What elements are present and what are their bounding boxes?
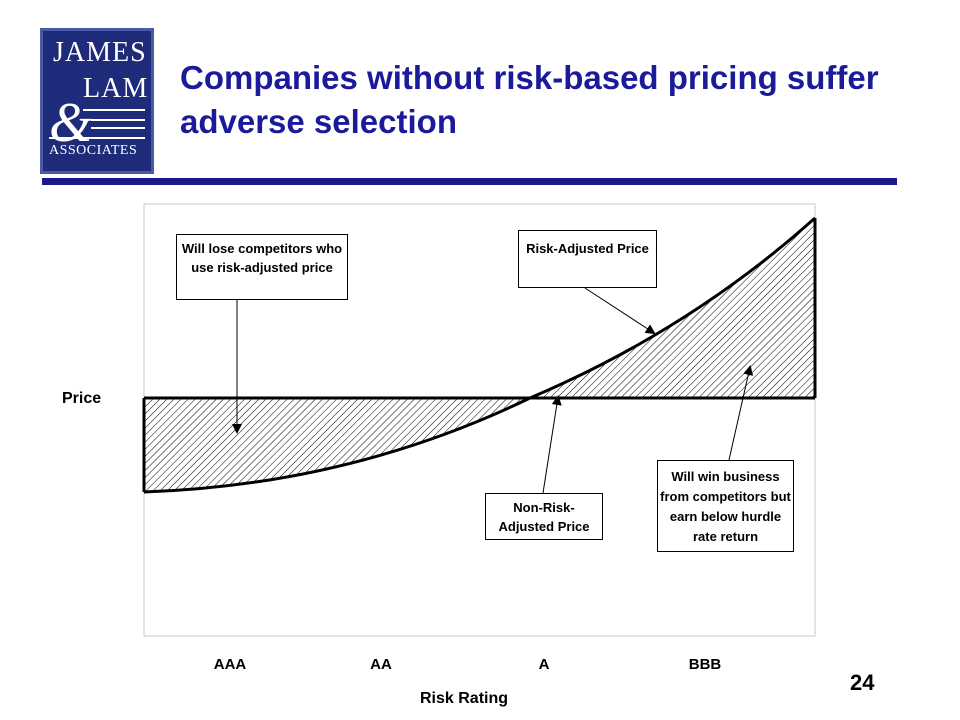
logo-ampersand: & bbox=[49, 92, 93, 154]
logo-rule bbox=[83, 109, 145, 111]
title-underline-bar bbox=[42, 178, 897, 185]
james-lam-associates-logo: JAMES LAM & ASSOCIATES bbox=[40, 28, 154, 174]
logo-word-associates: ASSOCIATES bbox=[49, 143, 138, 158]
slide-title: Companies without risk-based pricing suf… bbox=[180, 59, 879, 140]
logo-word-lam: LAM bbox=[83, 73, 149, 104]
x-tick-label: AAA bbox=[213, 656, 247, 673]
hatched-region-left bbox=[144, 398, 530, 492]
x-tick-label: AA bbox=[370, 656, 392, 673]
arrow-risk-adjusted bbox=[584, 287, 656, 335]
page-number: 24 bbox=[850, 670, 875, 695]
logo-rule bbox=[91, 119, 145, 121]
y-axis-label: Price bbox=[62, 390, 102, 407]
callout-win-business: Will win business from competitors but e… bbox=[657, 460, 794, 552]
callout-non-risk-adjusted-price: Non-Risk- Adjusted Price bbox=[485, 493, 603, 540]
logo-rule bbox=[91, 127, 145, 129]
hatched-region-right bbox=[530, 218, 815, 398]
x-axis-label: Risk Rating bbox=[420, 690, 509, 707]
logo-rule bbox=[49, 137, 145, 139]
risk-adjusted-price-curve bbox=[143, 216, 817, 494]
callout-lose-competitors: Will lose competitors who use risk-adjus… bbox=[176, 234, 348, 300]
callout-risk-adjusted-price: Risk-Adjusted Price bbox=[518, 230, 657, 288]
arrow-non-risk bbox=[542, 395, 562, 494]
x-tick-label: BBB bbox=[688, 656, 722, 673]
x-tick-label: A bbox=[538, 656, 550, 673]
arrow-win bbox=[728, 365, 754, 461]
logo-word-james: JAMES bbox=[53, 37, 147, 68]
